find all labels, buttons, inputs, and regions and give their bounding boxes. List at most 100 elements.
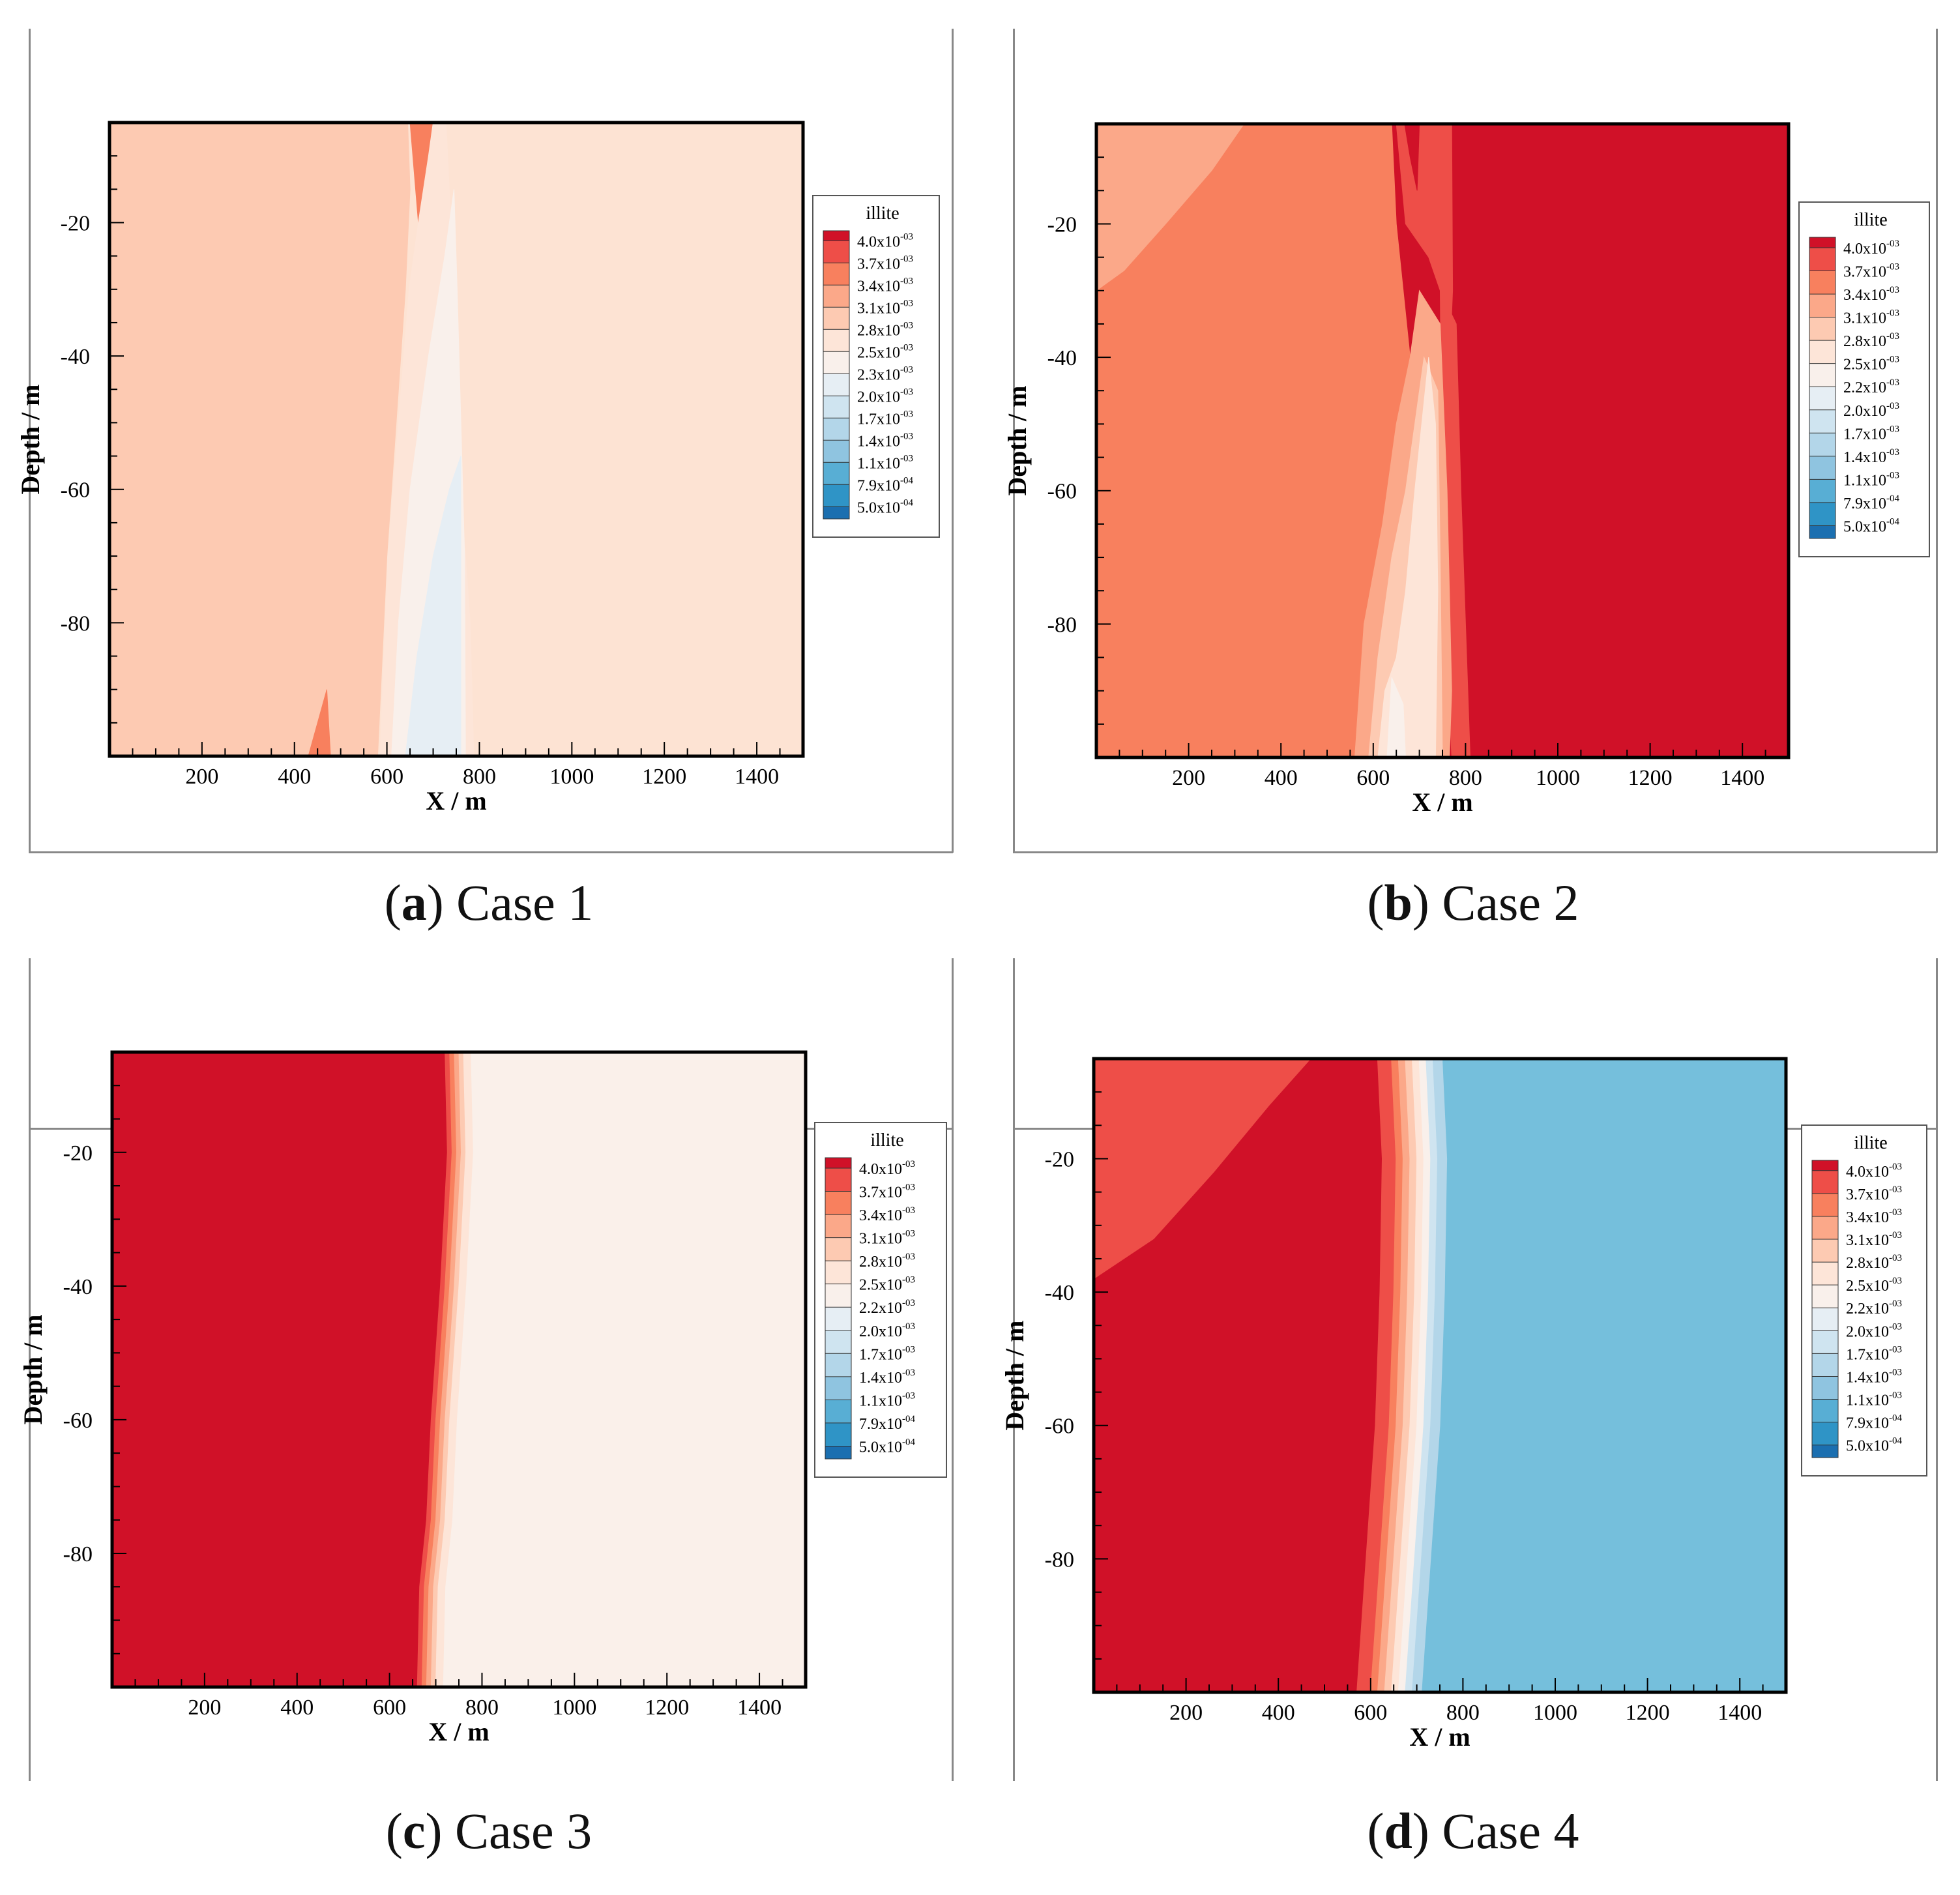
legend-colorbar-outline <box>1809 237 1836 539</box>
x-tick-label: 400 <box>1265 766 1298 790</box>
legend-level-label: 1.4x10-03 <box>1843 447 1899 466</box>
x-tick-label: 400 <box>280 1696 314 1720</box>
legend-level-label: 2.8x10-03 <box>1843 331 1899 350</box>
chart-d: 200 400 600 800 1000 1200 1400 -20 -40 -60 -80 X / … <box>1000 1057 1927 1752</box>
legend-swatch <box>1809 409 1836 433</box>
legend-swatch <box>823 307 849 330</box>
contour-region <box>112 1052 448 1687</box>
legend-level-label: 4.0x10-03 <box>1843 239 1899 257</box>
legend-swatch <box>1809 247 1836 271</box>
x-axis-label: X / m <box>1412 787 1472 817</box>
legend-swatch <box>1812 1376 1838 1400</box>
legend-level-label: 7.9x10-04 <box>859 1414 915 1433</box>
legend-level-label: 5.0x10-04 <box>859 1437 915 1456</box>
legend-swatch <box>1809 433 1836 456</box>
x-tick-label: 1200 <box>1628 766 1673 790</box>
y-tick-label: -80 <box>1045 1548 1074 1572</box>
legend-level-label: 3.4x10-03 <box>857 276 913 295</box>
legend-swatch <box>823 241 849 263</box>
legend-colorbar-outline <box>825 1157 852 1460</box>
legend-swatch <box>1812 1262 1838 1285</box>
legend-swatch <box>825 1330 851 1354</box>
x-tick-label: 1200 <box>642 765 686 789</box>
legend-level-label: 2.2x10-03 <box>859 1298 915 1317</box>
caption-d: (d) Case 4 <box>1367 1802 1579 1859</box>
legend-swatch <box>823 374 849 396</box>
x-tick-label: 800 <box>1446 1701 1480 1725</box>
legend-swatch <box>1809 294 1836 317</box>
legend-swatch <box>1812 1160 1838 1171</box>
legend-swatch <box>825 1158 851 1168</box>
legend-level-label: 2.0x10-03 <box>1843 401 1899 420</box>
legend-swatch <box>1812 1308 1838 1331</box>
y-tick-label: -40 <box>61 345 90 369</box>
legend-swatch <box>1809 271 1836 295</box>
legend-d: illite 4.0x10-03 3.7x10-03 3.4x10-03 3.1x10-… <box>1801 1124 1927 1476</box>
contour-field-c <box>112 1052 806 1687</box>
legend-level-label: 3.1x10-03 <box>859 1229 915 1248</box>
legend-swatch <box>825 1422 851 1447</box>
legend-level-label: 3.7x10-03 <box>859 1183 915 1201</box>
legend-level-label: 1.7x10-03 <box>1843 424 1899 443</box>
legend-swatch <box>823 263 849 286</box>
legend-level-label: 3.4x10-03 <box>1843 285 1899 304</box>
legend-swatch <box>823 507 849 519</box>
x-axis-label: X / m <box>428 1717 489 1746</box>
legend-level-label: 3.7x10-03 <box>857 254 913 272</box>
legend-swatch <box>1809 525 1836 538</box>
legend-swatch <box>1809 317 1836 341</box>
caption-a: (a) Case 1 <box>384 874 594 931</box>
legend-level-label: 1.4x10-03 <box>1846 1367 1902 1386</box>
x-tick-label: 1400 <box>1718 1701 1762 1725</box>
legend-swatch <box>1809 456 1836 480</box>
legend-colorbar-outline <box>1811 1160 1839 1458</box>
legend-level-label: 3.4x10-03 <box>1846 1207 1902 1226</box>
legend-level-label: 2.2x10-03 <box>1843 377 1899 396</box>
x-tick-label: 1200 <box>645 1696 689 1720</box>
legend-swatch <box>823 396 849 419</box>
legend-swatch <box>825 1376 851 1400</box>
legend-swatch <box>825 1191 851 1215</box>
y-tick-label: -40 <box>1045 1281 1074 1305</box>
legend-swatch <box>823 418 849 441</box>
legend-level-label: 4.0x10-03 <box>1846 1162 1902 1181</box>
legend-swatch <box>1812 1422 1838 1445</box>
legend-level-label: 2.5x10-03 <box>1846 1276 1902 1295</box>
x-tick-label: 200 <box>1172 766 1205 790</box>
y-tick-label: -80 <box>1047 613 1077 637</box>
y-tick-label: -60 <box>1045 1415 1074 1439</box>
contour-region <box>1404 124 1420 191</box>
legend-level-label: 4.0x10-03 <box>859 1159 915 1178</box>
legend-level-label: 1.7x10-03 <box>859 1344 915 1363</box>
y-tick-label: -40 <box>63 1275 93 1299</box>
x-tick-label: 200 <box>1169 1701 1203 1725</box>
legend-level-label: 1.1x10-03 <box>1846 1390 1902 1409</box>
y-tick-label: -60 <box>1047 480 1077 504</box>
legend-level-label: 5.0x10-04 <box>1843 516 1899 535</box>
legend-level-label: 3.1x10-03 <box>1843 308 1899 327</box>
legend-swatch <box>825 1214 851 1238</box>
x-tick-label: 1000 <box>1536 766 1580 790</box>
legend-swatch <box>1812 1216 1838 1240</box>
x-tick-label: 1200 <box>1626 1701 1670 1725</box>
legend-swatch <box>825 1400 851 1423</box>
x-tick-label: 1400 <box>737 1696 782 1720</box>
legend-level-label: 2.0x10-03 <box>859 1321 915 1340</box>
legend-swatch <box>823 351 849 374</box>
caption-c-letter: c <box>402 1802 426 1859</box>
legend-level-label: 1.1x10-03 <box>1843 470 1899 489</box>
legend-swatch <box>1812 1330 1838 1354</box>
legend-swatch <box>1812 1170 1838 1194</box>
x-tick-label: 1400 <box>735 765 779 789</box>
legend-level-label: 1.4x10-03 <box>857 431 913 450</box>
legend-swatch <box>823 329 849 352</box>
legend-swatch <box>823 462 849 485</box>
legend-a: illite 4.0x10-03 3.7x10-03 3.4x10-03 3.1x10-… <box>812 195 940 538</box>
x-tick-label: 600 <box>370 765 403 789</box>
legend-level-label: 2.8x10-03 <box>1846 1253 1902 1272</box>
contour-region <box>1386 677 1406 757</box>
legend-level-label: 2.8x10-03 <box>857 320 913 339</box>
legend-level-label: 1.1x10-03 <box>859 1390 915 1409</box>
legend-c: illite 4.0x10-03 3.7x10-03 3.4x10-03 3.1x10-… <box>814 1122 947 1478</box>
legend-level-label: 2.2x10-03 <box>1846 1299 1902 1317</box>
